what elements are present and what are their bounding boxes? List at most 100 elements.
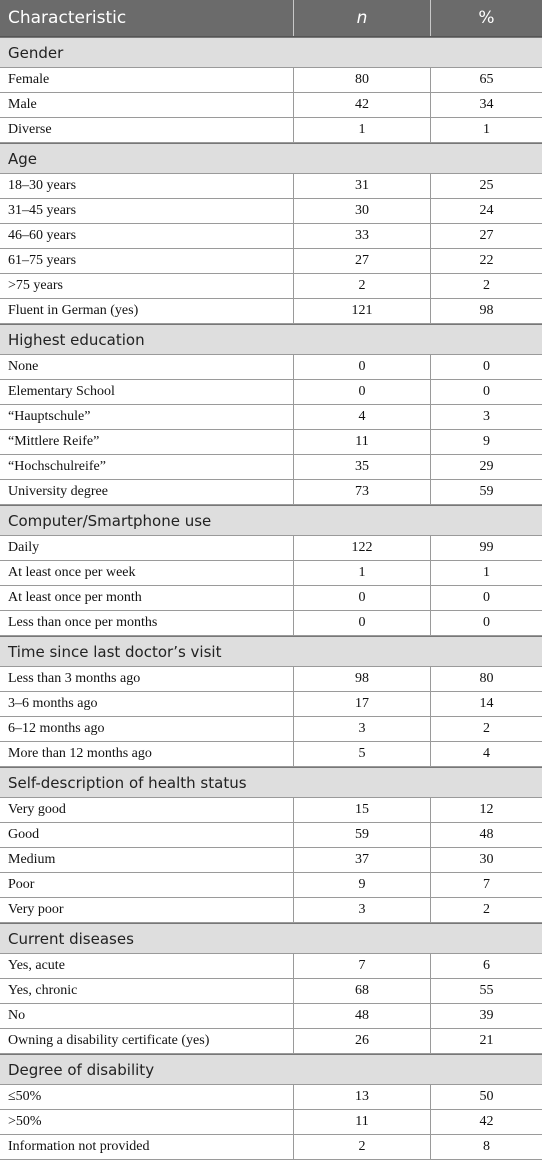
value-cell: 2 — [293, 1135, 430, 1159]
row-label: Good — [8, 827, 40, 842]
value-cell: 65 — [430, 68, 542, 92]
data-row: 18–30 years 31 25 — [0, 174, 542, 199]
section-row: Self-description of health status — [0, 767, 542, 798]
value-cell: 11 — [293, 430, 430, 454]
row-label: University degree — [8, 484, 108, 499]
row-label: Owning a disability certificate (yes) — [8, 1033, 210, 1048]
value-cell: 50 — [430, 1085, 542, 1109]
value-cell: 1 — [430, 561, 542, 585]
row-label: >50% — [8, 1114, 42, 1129]
value-cell: 0 — [430, 380, 542, 404]
data-row: No 48 39 — [0, 1004, 542, 1029]
value-cell: 42 — [293, 93, 430, 117]
row-label: Less than 3 months ago — [8, 671, 141, 686]
row-label: At least once per week — [8, 565, 136, 580]
section-row: Time since last doctor’s visit — [0, 636, 542, 667]
data-row: Owning a disability certificate (yes) 26 2… — [0, 1029, 542, 1054]
row-label: Medium — [8, 852, 56, 867]
value-cell: 0 — [293, 380, 430, 404]
value-cell: 80 — [293, 68, 430, 92]
data-row: More than 12 months ago 5 4 — [0, 742, 542, 767]
data-row: Very good 15 12 — [0, 798, 542, 823]
section-title: Time since last doctor’s visit — [8, 642, 222, 661]
value-cell: 98 — [430, 299, 542, 323]
section-title: Self-description of health status — [8, 773, 247, 792]
value-cell: 12 — [430, 798, 542, 822]
value-cell: 25 — [430, 174, 542, 198]
value-cell: 48 — [430, 823, 542, 847]
value-cell: 31 — [293, 174, 430, 198]
row-label: Diverse — [8, 122, 52, 137]
value-cell: 30 — [430, 848, 542, 872]
row-label: Yes, chronic — [8, 983, 78, 998]
header-row: Characteristic n% — [0, 0, 542, 37]
value-cell: 1 — [293, 561, 430, 585]
row-label: Male — [8, 97, 37, 112]
header-cell: n — [293, 0, 430, 36]
value-cell: 34 — [430, 93, 542, 117]
data-row: 6–12 months ago 3 2 — [0, 717, 542, 742]
data-row: Information not provided 2 8 — [0, 1135, 542, 1160]
value-cell: 0 — [293, 355, 430, 379]
data-row: Yes, chronic 68 55 — [0, 979, 542, 1004]
value-cell: 59 — [293, 823, 430, 847]
value-cell: 1 — [293, 118, 430, 142]
value-cell: 2 — [430, 274, 542, 298]
value-cell: 9 — [293, 873, 430, 897]
value-cell: 0 — [430, 355, 542, 379]
value-cell: 13 — [293, 1085, 430, 1109]
row-label: No — [8, 1008, 26, 1023]
data-row: Elementary School 0 0 — [0, 380, 542, 405]
value-cell: 29 — [430, 455, 542, 479]
row-label: Very poor — [8, 902, 64, 917]
data-row: “Mittlere Reife” 11 9 — [0, 430, 542, 455]
value-cell: 68 — [293, 979, 430, 1003]
section-row: Age — [0, 143, 542, 174]
row-label: ≤50% — [8, 1089, 42, 1104]
data-row: Good 59 48 — [0, 823, 542, 848]
row-label: 61–75 years — [8, 253, 77, 268]
row-label: Information not provided — [8, 1139, 150, 1154]
data-row: “Hauptschule” 4 3 — [0, 405, 542, 430]
data-row: Yes, acute 7 6 — [0, 954, 542, 979]
section-title: Age — [8, 149, 38, 168]
data-row: >75 years 2 2 — [0, 274, 542, 299]
row-label: 18–30 years — [8, 178, 77, 193]
row-label: 3–6 months ago — [8, 696, 98, 711]
value-cell: 2 — [293, 274, 430, 298]
value-cell: 1 — [430, 118, 542, 142]
value-cell: 14 — [430, 692, 542, 716]
data-row: 3–6 months ago 17 14 — [0, 692, 542, 717]
section-row: Highest education — [0, 324, 542, 355]
row-label: 46–60 years — [8, 228, 77, 243]
row-label: “Hauptschule” — [8, 409, 91, 424]
data-row: Fluent in German (yes) 121 98 — [0, 299, 542, 324]
value-cell: 15 — [293, 798, 430, 822]
section-row: Gender — [0, 37, 542, 68]
value-cell: 21 — [430, 1029, 542, 1053]
row-label: Very good — [8, 802, 66, 817]
value-cell: 26 — [293, 1029, 430, 1053]
row-label: Less than once per months — [8, 615, 158, 630]
data-row: >50% 11 42 — [0, 1110, 542, 1135]
section-title: Highest education — [8, 330, 145, 349]
data-row: 46–60 years 33 27 — [0, 224, 542, 249]
value-cell: 33 — [293, 224, 430, 248]
section-title: Current diseases — [8, 929, 134, 948]
row-label: At least once per month — [8, 590, 142, 605]
data-row: University degree 73 59 — [0, 480, 542, 505]
row-label: Poor — [8, 877, 35, 892]
header-cell: Characteristic — [8, 8, 127, 28]
value-cell: 73 — [293, 480, 430, 504]
row-label: Female — [8, 72, 50, 87]
data-row: At least once per month 0 0 — [0, 586, 542, 611]
value-cell: 7 — [293, 954, 430, 978]
section-row: Degree of disability — [0, 1054, 542, 1085]
data-row: At least once per week 1 1 — [0, 561, 542, 586]
value-cell: 27 — [430, 224, 542, 248]
data-row: 31–45 years 30 24 — [0, 199, 542, 224]
data-row: Female 80 65 — [0, 68, 542, 93]
section-row: Current diseases — [0, 923, 542, 954]
value-cell: 22 — [430, 249, 542, 273]
